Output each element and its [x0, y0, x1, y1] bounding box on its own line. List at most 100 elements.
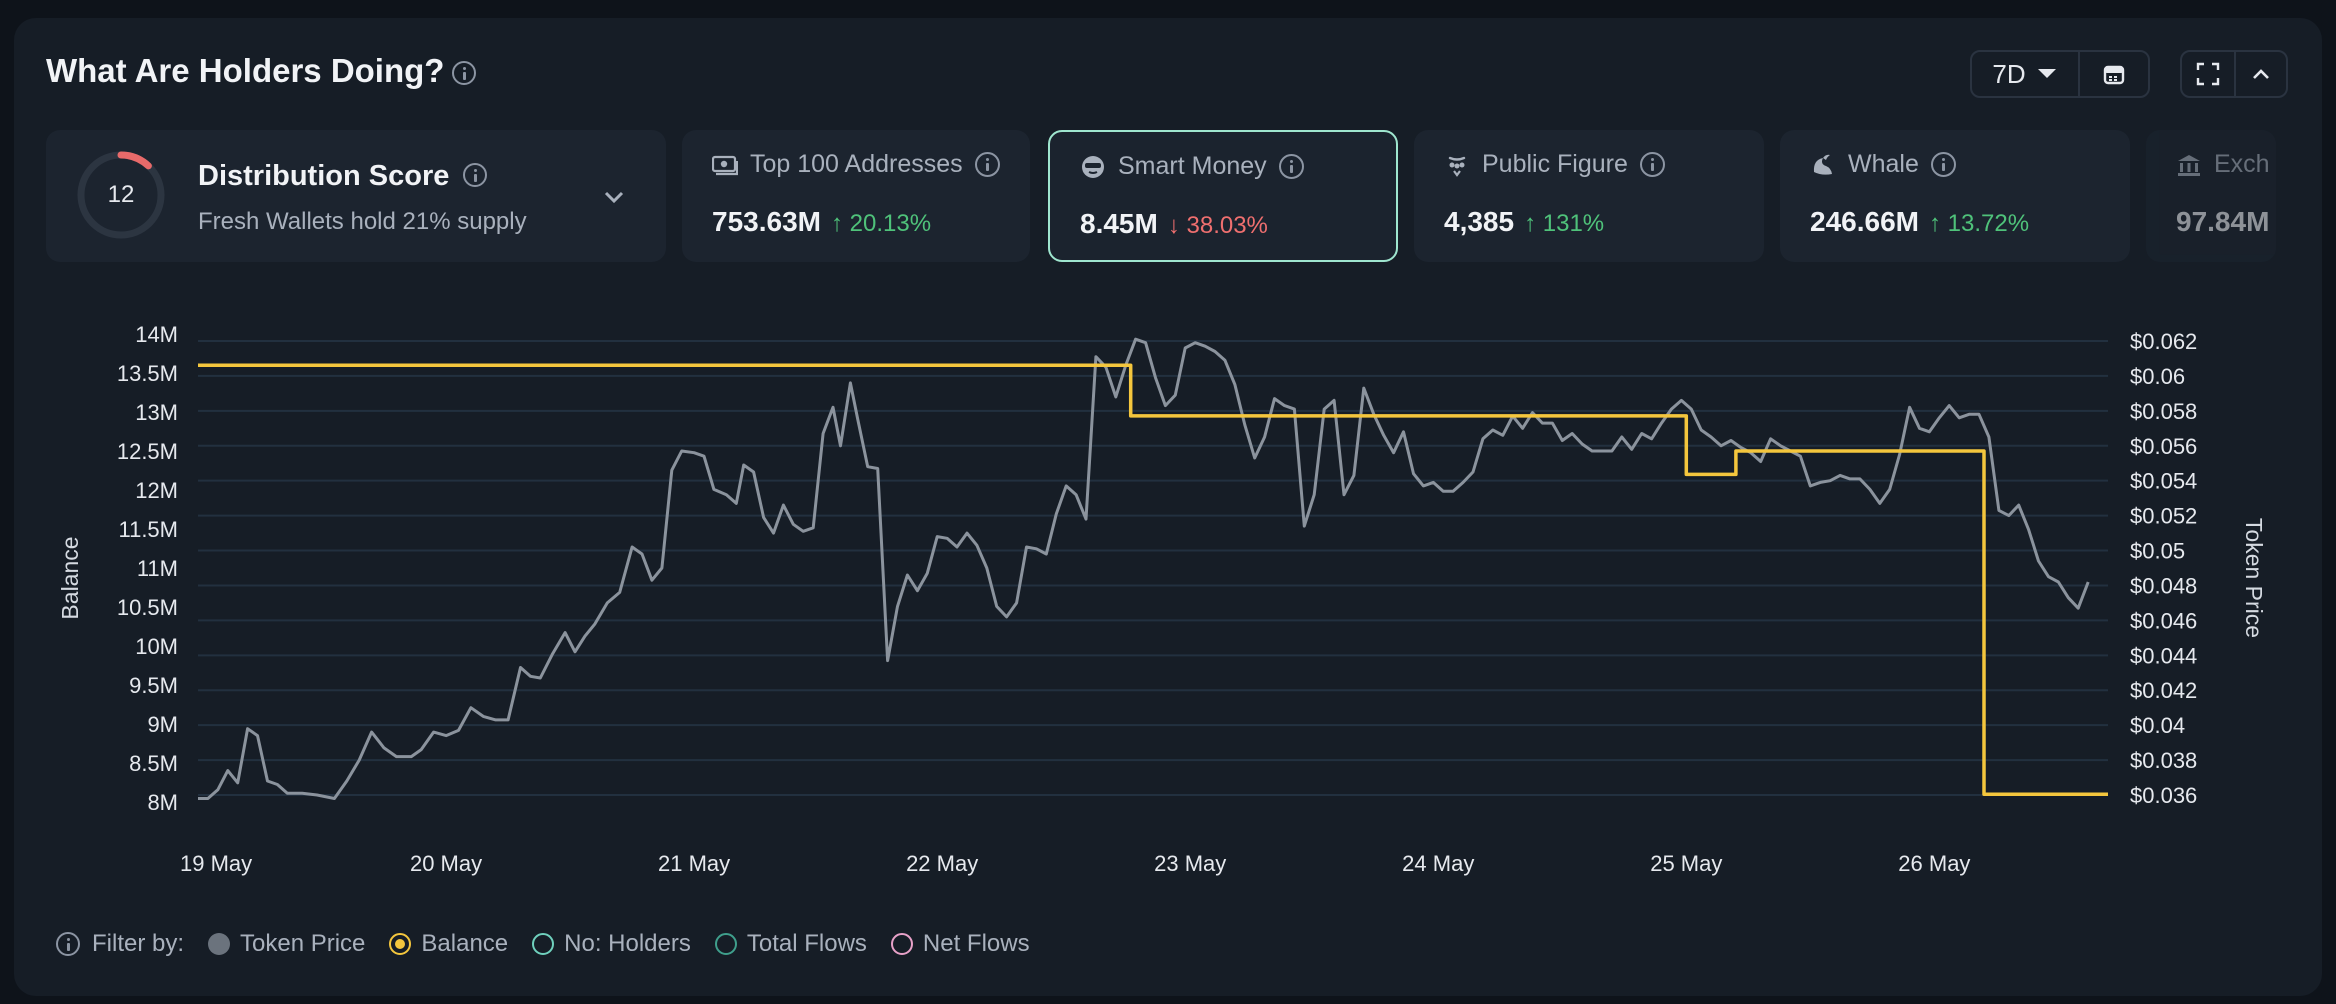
distribution-score-card[interactable]: 12 Distribution Score Fresh Wallets hold…	[46, 130, 666, 262]
left-axis-tick: 9M	[147, 712, 178, 737]
filter-dot	[389, 933, 412, 955]
filter-dot	[714, 933, 737, 955]
timeframe-select[interactable]: 7D	[1972, 52, 2078, 96]
right-axis-tick: $0.06	[2130, 364, 2185, 389]
filter-name: Token Price	[240, 930, 366, 957]
balance-series-line	[198, 363, 2108, 796]
card-label: Top 100 Addresses	[750, 150, 963, 178]
right-axis-tick: $0.062	[2130, 329, 2197, 354]
x-axis-tick: 25 May	[1650, 851, 1722, 876]
left-axis-tick: 11M	[137, 556, 178, 581]
left-axis-tick: 14M	[135, 322, 178, 347]
calendar-button[interactable]	[2078, 52, 2148, 96]
whale-icon	[1810, 152, 1836, 178]
right-axis-tick: $0.058	[2130, 399, 2197, 424]
filter-total-flows[interactable]: Total Flows	[714, 930, 867, 958]
right-axis-tick: $0.056	[2130, 434, 2197, 459]
fullscreen-button[interactable]	[2182, 52, 2234, 96]
card-top-100-addresses[interactable]: Top 100 Addresses 753.63M ↑ 20.13%	[682, 130, 1030, 262]
filter-token-price[interactable]: Token Price	[208, 930, 365, 958]
token-price-series-line	[198, 337, 2090, 800]
card-value: 246.66M	[1810, 206, 1919, 237]
distribution-score-ring	[77, 151, 165, 239]
left-axis-tick: 8M	[147, 790, 178, 815]
right-axis-tick: $0.042	[2130, 678, 2197, 703]
chevron-down-icon[interactable]	[599, 182, 629, 212]
x-axis-tick: 23 May	[1154, 851, 1226, 876]
collapse-button[interactable]	[2234, 52, 2286, 96]
filter-balance[interactable]: Balance	[389, 930, 508, 958]
timeframe-value: 7D	[1992, 58, 2026, 89]
filter-dot	[208, 933, 231, 955]
info-icon[interactable]	[1639, 152, 1665, 177]
left-axis-tick: 11.5M	[118, 517, 178, 542]
left-axis-title: Balance	[57, 536, 83, 619]
card-change: 20.13%	[849, 210, 932, 237]
info-icon[interactable]	[1930, 152, 1956, 177]
right-axis-tick: $0.054	[2130, 469, 2197, 494]
card-value: 4,385	[1444, 206, 1515, 237]
card-value: 753.63M	[712, 206, 821, 237]
x-axis-tick: 20 May	[410, 851, 482, 876]
left-axis-tick: 10.5M	[117, 595, 178, 620]
left-axis-tick: 13M	[135, 400, 178, 425]
fullscreen-icon	[2196, 62, 2220, 86]
holders-chart[interactable]: 14M 13.5M 13M 12.5M 12M 11.5M 11M 10.5M 10M 9.5M 9…	[0, 0, 2336, 900]
info-icon[interactable]	[463, 163, 488, 188]
right-axis-tick: $0.04	[2130, 713, 2185, 738]
card-change: 38.03%	[1186, 212, 1268, 239]
left-axis-tick: 8.5M	[129, 751, 178, 776]
x-axis-tick: 19 May	[180, 851, 252, 876]
info-icon[interactable]	[452, 61, 476, 85]
card-exchange[interactable]: Exch 97.84M	[2146, 130, 2276, 262]
card-value: 97.84M	[2176, 206, 2270, 237]
left-axis-tick: 12M	[135, 478, 178, 503]
calendar-icon	[2103, 65, 2125, 85]
view-controls	[2180, 50, 2288, 98]
card-label: Exch	[2214, 150, 2270, 178]
chevron-up-icon	[2253, 69, 2269, 79]
info-icon[interactable]	[974, 152, 1000, 177]
filter-name: No: Holders	[564, 930, 691, 957]
info-icon[interactable]	[1278, 154, 1304, 179]
card-smart-money[interactable]: Smart Money 8.45M ↓ 38.03%	[1048, 130, 1398, 262]
filter-no-holders[interactable]: No: Holders	[532, 930, 691, 958]
right-axis-tick: $0.052	[2130, 504, 2197, 529]
change-up-badge: ↑ 13.72%	[1928, 210, 2030, 237]
x-axis-tick: 22 May	[906, 851, 978, 876]
card-whale[interactable]: Whale 246.66M ↑ 13.72%	[1780, 130, 2130, 262]
distribution-score-title: Distribution Score	[198, 160, 488, 193]
right-axis-tick: $0.044	[2130, 643, 2197, 668]
card-label: Whale	[1848, 150, 1919, 178]
filter-legend: Filter by: Token Price Balance No: Holde…	[56, 930, 1054, 958]
timeframe-control: 7D	[1970, 50, 2150, 98]
filter-name: Net Flows	[922, 930, 1030, 957]
filter-dot	[890, 933, 913, 955]
money-icon	[712, 152, 738, 178]
distribution-score-label: Distribution Score	[198, 160, 450, 192]
filter-name: Total Flows	[746, 930, 867, 957]
right-axis-tick: $0.05	[2130, 539, 2185, 564]
sunglasses-icon	[1080, 154, 1106, 180]
right-axis-tick: $0.046	[2130, 608, 2197, 633]
filter-dot	[532, 933, 555, 955]
card-change: 131%	[1542, 210, 1605, 237]
change-up-badge: ↑ 131%	[1524, 210, 1605, 237]
left-axis-tick: 12.5M	[117, 439, 178, 464]
left-axis-tick: 9.5M	[129, 673, 178, 698]
info-icon[interactable]	[56, 932, 80, 956]
card-public-figure[interactable]: Public Figure 4,385 ↑ 131%	[1414, 130, 1764, 262]
left-axis-tick: 13.5M	[117, 361, 178, 386]
change-down-badge: ↓ 38.03%	[1167, 212, 1268, 239]
x-axis-tick: 21 May	[658, 851, 730, 876]
filter-net-flows[interactable]: Net Flows	[890, 930, 1030, 958]
filter-label: Filter by:	[92, 930, 185, 957]
left-axis-tick: 10M	[135, 634, 178, 659]
distribution-score-subtitle: Fresh Wallets hold 21% supply	[198, 208, 527, 235]
right-axis-tick: $0.048	[2130, 573, 2197, 598]
card-change: 13.72%	[1947, 210, 2030, 237]
filter-name: Balance	[421, 930, 509, 957]
card-value: 8.45M	[1080, 208, 1158, 239]
page-title: What Are Holders Doing?	[46, 52, 445, 89]
change-up-badge: ↑ 20.13%	[830, 210, 932, 237]
